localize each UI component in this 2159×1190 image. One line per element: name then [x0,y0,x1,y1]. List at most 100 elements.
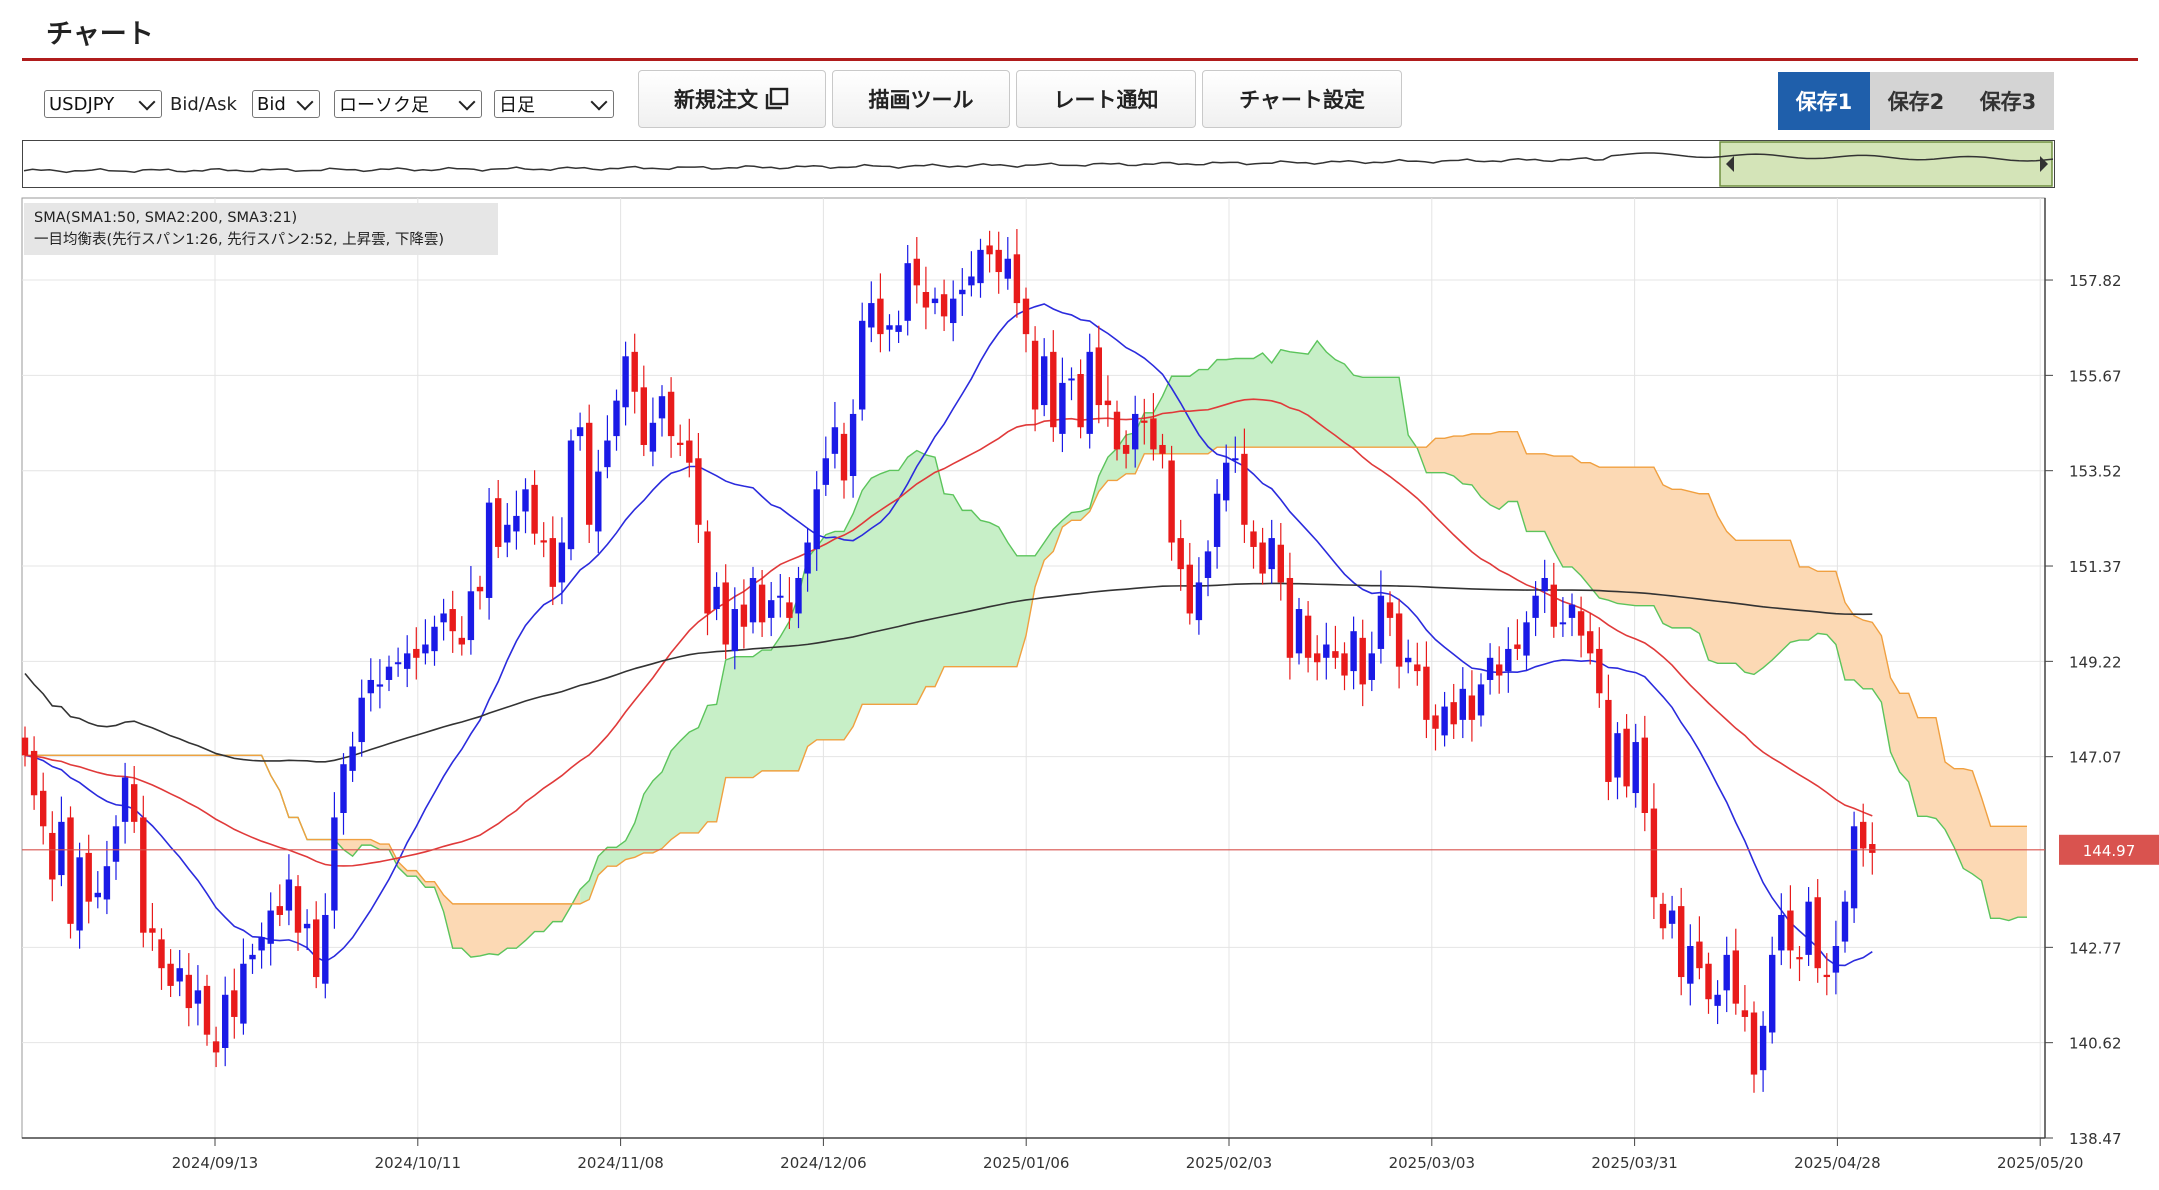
candle-body [1250,531,1257,547]
navigator-right-handle[interactable] [2040,156,2048,172]
candle-bear [149,903,156,951]
candle-bull [1213,479,1221,569]
candle-bull [777,574,784,618]
candle-body [768,600,775,618]
candle-bear [1605,674,1612,801]
candle-bull [822,436,829,496]
candle-body [30,750,38,796]
new-order-button[interactable]: 新規注文 [638,70,826,128]
cloud-down [25,755,344,850]
sma-50-line [24,398,1873,867]
candle-bull [904,245,911,336]
candle-body [340,764,347,813]
candle-body [1132,413,1139,450]
candle-body [58,821,65,876]
candle-bear [540,522,547,558]
chart-navigator[interactable] [22,140,2055,188]
candle-body [940,294,948,317]
candle-bull [713,572,720,621]
candle-bear [1860,803,1867,867]
candle-body [1177,538,1184,570]
candle-bull [859,302,866,421]
candle-bull [868,281,875,343]
x-tick-label: 2025/03/31 [1591,1154,1677,1172]
candle-bear [1250,520,1257,569]
candle-bull [604,415,611,479]
symbol-select[interactable]: USDJPY [44,90,162,118]
candle-bear [1122,430,1130,469]
x-tick-label: 2024/10/11 [375,1154,461,1172]
candle-body [1350,631,1357,672]
candle-bear [1259,527,1266,585]
candle-bear [1787,885,1794,969]
candle-body [1450,702,1457,725]
drawing-tools-button[interactable]: 描画ツール [832,70,1010,128]
candle-bull [240,938,247,1035]
y-tick-label: 140.62 [2069,1035,2122,1053]
candle-body [1068,378,1075,381]
candle-bear [1741,985,1749,1032]
candle-body [868,303,875,328]
navigator-left-handle[interactable] [1726,156,1734,172]
candle-body [540,540,547,543]
chart-type-select[interactable]: ローソク足 [334,90,482,118]
candle-body [795,577,802,614]
candle-body [804,542,811,574]
candle-bull [622,341,629,426]
candle-body [1714,994,1721,1006]
x-tick-label: 2025/05/20 [1997,1154,2083,1172]
candle-body [203,985,211,1035]
y-tick-label: 155.67 [2069,367,2122,385]
candle-bear [276,884,283,927]
candle-body [303,923,311,929]
candle-body [131,784,138,822]
navigator-selection[interactable] [1719,141,2053,187]
candle-bull [1559,597,1567,637]
candle-body [1405,657,1412,663]
candle-body [294,886,302,933]
candle-body [904,263,911,321]
candle-bull [831,401,839,469]
candle-bear [722,564,729,660]
candle-bear [1095,325,1102,424]
save-1-button[interactable]: 保存1 [1778,72,1870,130]
save-3-button[interactable]: 保存3 [1962,72,2054,130]
candle-body [276,906,283,915]
external-window-icon [765,87,789,110]
candle-bull [358,679,365,757]
candle-body [895,325,902,332]
timeframe-select[interactable]: 日足 [494,90,614,118]
candle-body [258,937,265,951]
chart-settings-button[interactable]: チャート設定 [1202,70,1402,128]
candle-body [1696,941,1703,969]
candle-bull [422,619,429,665]
new-order-button-label: 新規注文 [674,88,758,112]
candle-bear [1432,704,1439,751]
candle-bull [804,527,811,592]
candle-bear [1104,375,1112,427]
x-tick-label: 2024/09/13 [172,1154,258,1172]
sma-21-line [24,303,1873,967]
candle-bull [567,429,575,561]
candle-bear [458,616,465,656]
candle-bull [576,412,584,451]
bidask-select[interactable]: Bid [252,90,320,118]
candle-bull [1068,367,1075,401]
candle-bear [1596,627,1603,708]
candle-bear [631,333,638,414]
candle-body [158,939,165,969]
candle-body [1841,901,1849,942]
ichimoku-cloud [25,339,2027,958]
candle-body [813,489,820,550]
x-tick-label: 2025/04/28 [1794,1154,1880,1172]
candle-body [1095,347,1102,406]
candle-bear [313,901,320,989]
chevron-down-icon [296,93,314,110]
candle-body [1213,493,1221,547]
candle-bear [1496,646,1503,694]
rate-alert-button[interactable]: レート通知 [1016,70,1196,128]
candle-bull [249,943,256,974]
timeframe-select-value: 日足 [499,95,535,116]
candle-body [1441,706,1448,736]
save-2-button[interactable]: 保存2 [1870,72,1962,130]
